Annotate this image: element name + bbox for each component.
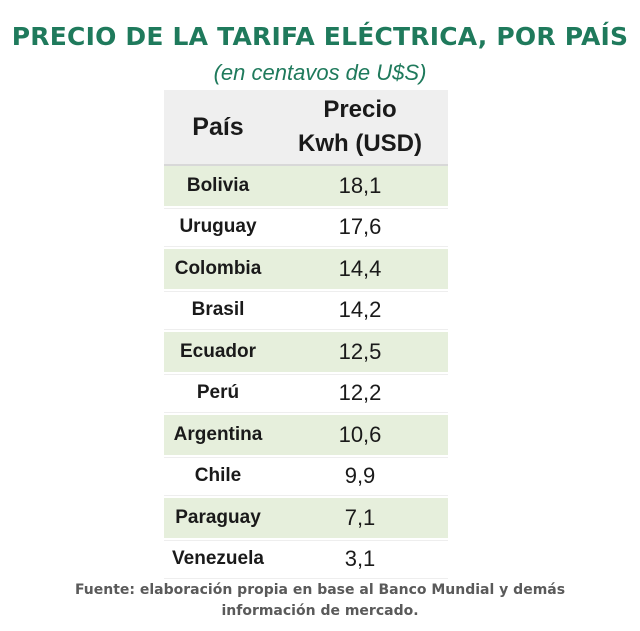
price-cell: 17,6 [338,214,382,240]
table-row: Argentina 10,6 [164,415,448,455]
country-cell: Paraguay [175,506,261,528]
price-cell: 7,1 [344,504,376,530]
price-cell: 10,6 [338,421,382,447]
table-row: Venezuela 3,1 [164,539,448,579]
table-row: Colombia 14,4 [164,249,448,289]
source-note: Fuente: elaboración propia en base al Ba… [0,580,640,622]
price-cell: 14,2 [338,297,382,323]
country-cell: Chile [194,465,242,487]
table-header: País Precio Kwh (USD) [164,90,448,166]
table-row: Paraguay 7,1 [164,498,448,538]
country-cell: Brasil [191,299,245,321]
country-cell: Ecuador [179,340,257,362]
source-line-1: Fuente: elaboración propia en base al Ba… [74,582,566,598]
price-cell: 18,1 [338,172,382,198]
country-cell: Bolivia [186,174,250,196]
price-cell: 3,1 [344,546,376,572]
table-row: Chile 9,9 [164,456,448,496]
table-body: Bolivia 18,1 Uruguay 17,6 Colombia 14,4 Brasil… [164,166,448,579]
chart-title: PRECIO DE LA TARIFA ELÉCTRICA, POR PAÍS [11,22,629,51]
header-country: País [192,112,244,141]
header-price-line1: Precio [323,96,397,123]
price-table: País Precio Kwh (USD) Bolivia 18,1 Uruguay… [164,90,448,581]
header-price: Precio Kwh (USD) [272,90,448,164]
price-cell: 12,2 [338,380,382,406]
table-row: Brasil 14,2 [164,290,448,330]
country-cell: Perú [196,382,240,404]
country-cell: Colombia [174,257,262,279]
price-cell: 9,9 [344,463,376,489]
country-cell: Uruguay [179,216,257,238]
table-row: Ecuador 12,5 [164,332,448,372]
chart-subtitle: (en centavos de U$S) [213,60,427,85]
price-cell: 14,4 [338,255,382,281]
table-row: Uruguay 17,6 [164,207,448,247]
country-cell: Venezuela [172,548,264,570]
source-line-2: información de mercado. [221,603,419,619]
table-row: Perú 12,2 [164,373,448,413]
country-cell: Argentina [173,423,263,445]
table-row: Bolivia 18,1 [164,166,448,206]
header-price-line2: Kwh (USD) [298,130,422,157]
price-cell: 12,5 [338,338,382,364]
